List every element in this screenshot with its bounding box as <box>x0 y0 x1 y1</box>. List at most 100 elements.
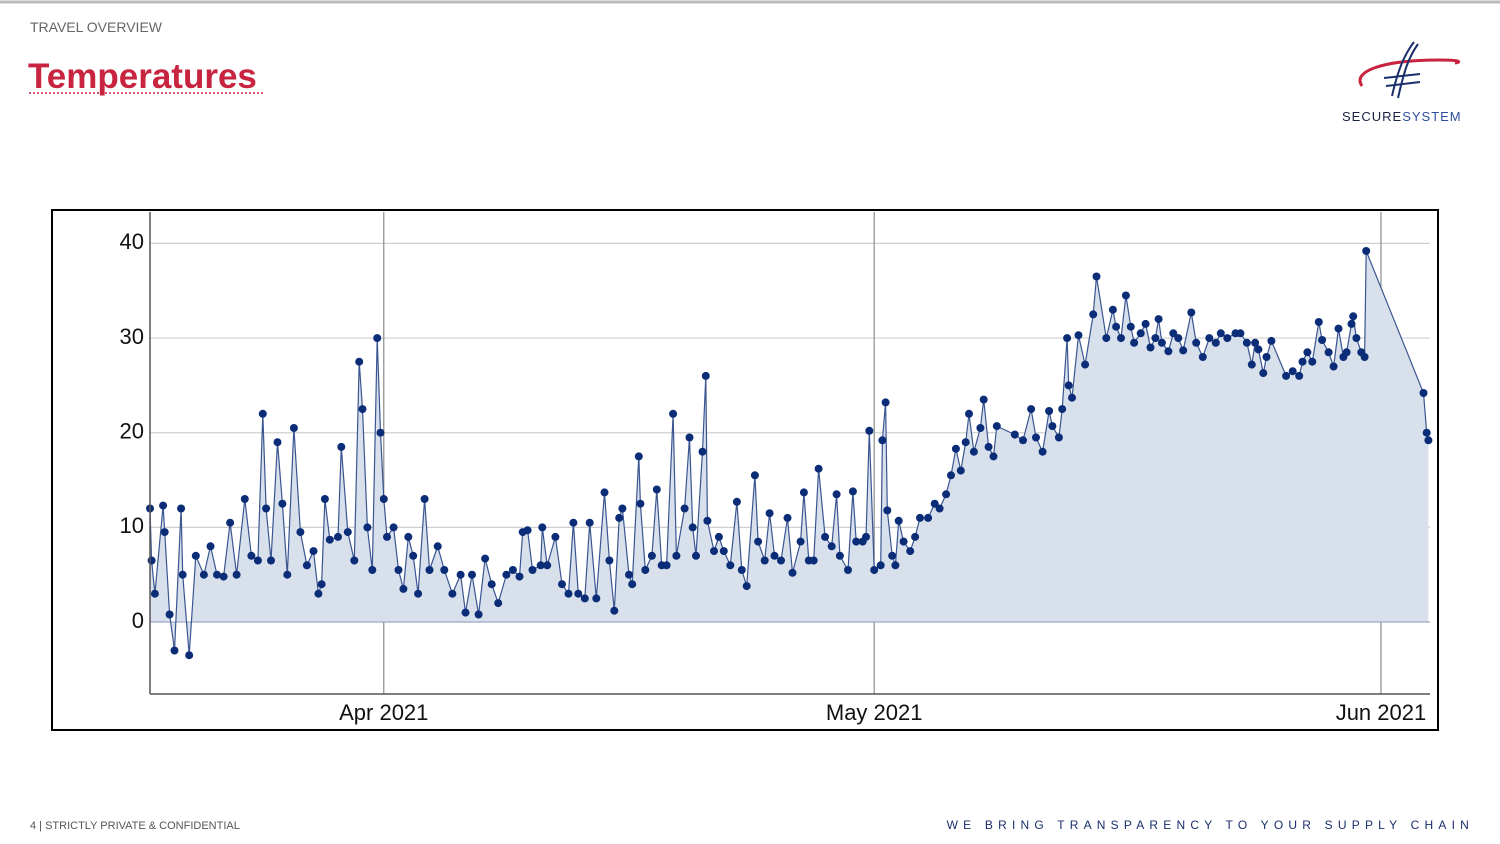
point <box>1342 348 1351 357</box>
point <box>844 566 852 574</box>
point <box>1048 422 1057 431</box>
point <box>226 518 235 527</box>
point <box>862 532 870 541</box>
point <box>1318 336 1327 344</box>
point <box>710 547 718 556</box>
y-tick-label: 30 <box>120 324 144 349</box>
point <box>814 464 823 473</box>
point <box>262 504 271 513</box>
point <box>337 442 346 451</box>
point <box>760 556 769 565</box>
point <box>989 452 998 461</box>
point <box>1192 338 1201 347</box>
point <box>1010 430 1019 439</box>
point <box>334 532 342 541</box>
point <box>625 570 633 579</box>
point <box>289 424 298 432</box>
point <box>634 452 643 461</box>
point <box>618 504 627 513</box>
point <box>150 589 159 598</box>
point <box>1141 319 1150 328</box>
y-tick-label: 40 <box>120 229 144 254</box>
point <box>414 589 423 598</box>
point <box>1081 360 1090 369</box>
point <box>1282 371 1291 380</box>
point <box>662 561 671 570</box>
point <box>1308 357 1317 366</box>
point <box>899 537 908 546</box>
point <box>714 532 723 541</box>
point <box>487 580 496 589</box>
point <box>159 501 168 510</box>
point <box>1054 433 1063 442</box>
point <box>1187 308 1196 317</box>
point <box>448 589 457 598</box>
point <box>1267 336 1276 345</box>
point <box>1223 334 1232 343</box>
point <box>580 594 589 603</box>
point <box>481 554 490 563</box>
point <box>1247 360 1256 369</box>
point <box>961 438 970 447</box>
point <box>770 551 779 560</box>
point <box>185 651 194 660</box>
point <box>1136 329 1145 338</box>
point <box>273 438 282 447</box>
point <box>732 497 741 506</box>
point <box>692 551 700 560</box>
point <box>309 547 318 556</box>
point <box>363 523 372 532</box>
point <box>409 551 418 560</box>
point <box>848 487 857 496</box>
point <box>701 371 710 380</box>
point <box>821 532 830 541</box>
point <box>177 504 186 513</box>
point <box>976 424 985 432</box>
point <box>343 528 352 537</box>
point <box>376 428 385 437</box>
point <box>1174 334 1183 343</box>
point <box>569 518 578 527</box>
point <box>1419 389 1428 397</box>
point <box>888 551 897 560</box>
logo-text-part: SYSTEM <box>1402 109 1461 124</box>
point <box>600 488 609 497</box>
point <box>1352 334 1361 343</box>
point <box>515 572 524 581</box>
point <box>551 532 560 541</box>
point <box>685 433 694 442</box>
point <box>878 436 887 445</box>
point <box>523 526 532 535</box>
point <box>951 444 960 453</box>
x-tick-label: May 2021 <box>826 700 923 725</box>
point <box>474 610 483 619</box>
point <box>147 556 156 565</box>
point <box>165 610 174 619</box>
point <box>809 556 818 565</box>
point <box>610 606 619 615</box>
point <box>719 547 728 556</box>
point <box>605 556 614 565</box>
x-tick-label: Apr 2021 <box>339 700 428 725</box>
point <box>240 495 249 503</box>
point <box>1117 334 1125 343</box>
point <box>1121 291 1130 300</box>
point <box>688 523 697 532</box>
footer-tagline: WE BRING TRANSPARENCY TO YOUR SUPPLY CHA… <box>947 818 1474 832</box>
point <box>636 499 645 508</box>
point <box>783 513 792 522</box>
point <box>1303 348 1312 357</box>
point <box>399 584 408 593</box>
point <box>404 532 413 541</box>
point <box>680 504 689 513</box>
point <box>1324 348 1333 357</box>
point <box>703 516 712 525</box>
point <box>468 570 476 579</box>
point <box>1045 407 1054 415</box>
line <box>149 250 1429 656</box>
point <box>574 589 583 598</box>
point <box>1298 357 1307 366</box>
point <box>1112 322 1121 331</box>
point <box>1074 331 1083 340</box>
